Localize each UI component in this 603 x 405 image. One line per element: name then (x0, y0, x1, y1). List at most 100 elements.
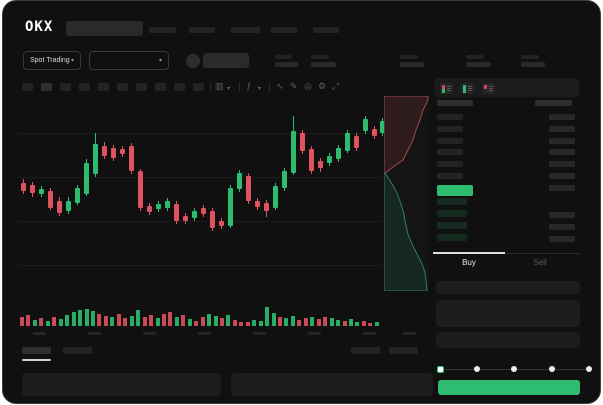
volume-bar (110, 317, 115, 326)
settings-icon[interactable]: ⚙ (318, 81, 327, 91)
market-type-dropdown[interactable]: Spot Trading ▾ (23, 51, 81, 70)
timeframe-pill[interactable] (60, 83, 71, 91)
buy-submit-button[interactable] (438, 380, 580, 395)
gridline (17, 265, 381, 266)
ask-row-amount[interactable] (549, 126, 575, 132)
volume-bar (232, 320, 237, 326)
candle-body (309, 149, 314, 171)
slider-step-dot[interactable] (586, 366, 592, 372)
last-price-highlight[interactable] (437, 185, 473, 196)
bid-row-price[interactable] (437, 198, 467, 205)
ask-row-amount[interactable] (549, 185, 575, 191)
indicators-icon[interactable]: ƒ (246, 81, 252, 91)
stat-value (311, 62, 336, 67)
ask-row-amount[interactable] (549, 161, 575, 167)
bottom-tab-orders[interactable] (22, 347, 51, 354)
nav-item[interactable] (231, 27, 260, 33)
orderbook-view-bids-icon[interactable] (461, 83, 474, 94)
ask-row-amount[interactable] (549, 149, 575, 155)
stat-label (400, 55, 418, 59)
ask-row-price[interactable] (437, 173, 463, 179)
ask-row-price[interactable] (437, 161, 463, 167)
candle-body (129, 146, 134, 171)
candle-body (201, 208, 206, 214)
bid-row-amount[interactable] (549, 236, 575, 242)
search-input[interactable] (66, 21, 143, 36)
chevron-down-icon[interactable]: ▾ (258, 86, 262, 92)
line-tool-icon[interactable]: ∿ (276, 81, 284, 91)
volume-bar (226, 315, 231, 326)
volume-bar (116, 314, 121, 326)
volume-bar (323, 317, 328, 326)
pair-name-button[interactable] (203, 53, 249, 68)
tab-sell[interactable]: Sell (533, 258, 547, 267)
bid-row-price[interactable] (437, 222, 467, 229)
timeframe-pill[interactable] (193, 83, 204, 91)
slider-step-dot[interactable] (474, 366, 480, 372)
volume-bar (45, 321, 50, 326)
total-field[interactable] (436, 332, 580, 348)
time-axis-label (363, 332, 376, 335)
bid-row-amount[interactable] (549, 212, 575, 218)
buy-tab-indicator (433, 252, 505, 254)
fullscreen-icon[interactable]: ⤢ (332, 81, 340, 91)
nav-item[interactable] (149, 27, 176, 33)
ask-row-price[interactable] (437, 126, 463, 132)
slider-step-dot[interactable] (511, 366, 517, 372)
volume-bar (123, 318, 128, 326)
candle-style-icon[interactable]: ▥ (215, 81, 224, 91)
volume-bar (290, 316, 295, 326)
timeframe-pill[interactable] (98, 83, 109, 91)
timeframe-pill[interactable] (117, 83, 128, 91)
candle-body (174, 204, 179, 221)
candle-body (39, 189, 44, 194)
slider-step-dot[interactable] (549, 366, 555, 372)
timeframe-pill[interactable] (136, 83, 147, 91)
candle-body (84, 163, 89, 194)
volume-bar (84, 309, 89, 326)
pair-dropdown[interactable]: ▾ (89, 51, 169, 70)
bid-row-price[interactable] (437, 210, 467, 217)
ask-row-price[interactable] (437, 114, 463, 120)
nav-item[interactable] (271, 27, 297, 33)
time-axis-label (253, 332, 266, 335)
volume-bar (355, 322, 360, 326)
candle-body (219, 221, 224, 226)
stat-value (400, 62, 424, 67)
ask-row-amount[interactable] (549, 173, 575, 179)
bottom-tab-history[interactable] (63, 347, 92, 354)
timeframe-pill[interactable] (174, 83, 185, 91)
volume-bar (32, 320, 37, 326)
camera-icon[interactable]: ◎ (304, 81, 312, 91)
ask-row-amount[interactable] (549, 138, 575, 144)
volume-bar (168, 312, 173, 326)
chevron-down-icon[interactable]: ▾ (227, 86, 231, 92)
draw-icon[interactable]: ✎ (290, 81, 298, 91)
volume-bar (71, 312, 76, 326)
timeframe-pill[interactable] (41, 83, 52, 91)
volume-bar (187, 319, 192, 326)
orderbook-col-header (437, 100, 473, 106)
price-field[interactable] (436, 281, 580, 294)
volume-bar (194, 321, 199, 326)
bid-row-amount[interactable] (549, 224, 575, 230)
orderbook-view-combined-icon[interactable] (440, 83, 453, 94)
nav-item[interactable] (189, 27, 215, 33)
volume-bar (52, 317, 57, 326)
bottom-action-button[interactable] (351, 347, 380, 354)
timeframe-pill[interactable] (79, 83, 90, 91)
amount-field[interactable] (436, 300, 580, 327)
ask-row-price[interactable] (437, 149, 463, 155)
timeframe-pill[interactable] (22, 83, 33, 91)
timeframe-pill[interactable] (155, 83, 166, 91)
ask-row-amount[interactable] (549, 114, 575, 120)
slider-handle[interactable] (437, 366, 444, 373)
bottom-action-button[interactable] (389, 347, 418, 354)
candle-body (183, 216, 188, 221)
tab-buy[interactable]: Buy (462, 258, 476, 267)
nav-item[interactable] (313, 27, 339, 33)
bid-row-price[interactable] (437, 234, 467, 241)
orderbook-view-asks-icon[interactable] (482, 83, 495, 94)
time-axis-label (143, 332, 156, 335)
ask-row-price[interactable] (437, 138, 463, 144)
